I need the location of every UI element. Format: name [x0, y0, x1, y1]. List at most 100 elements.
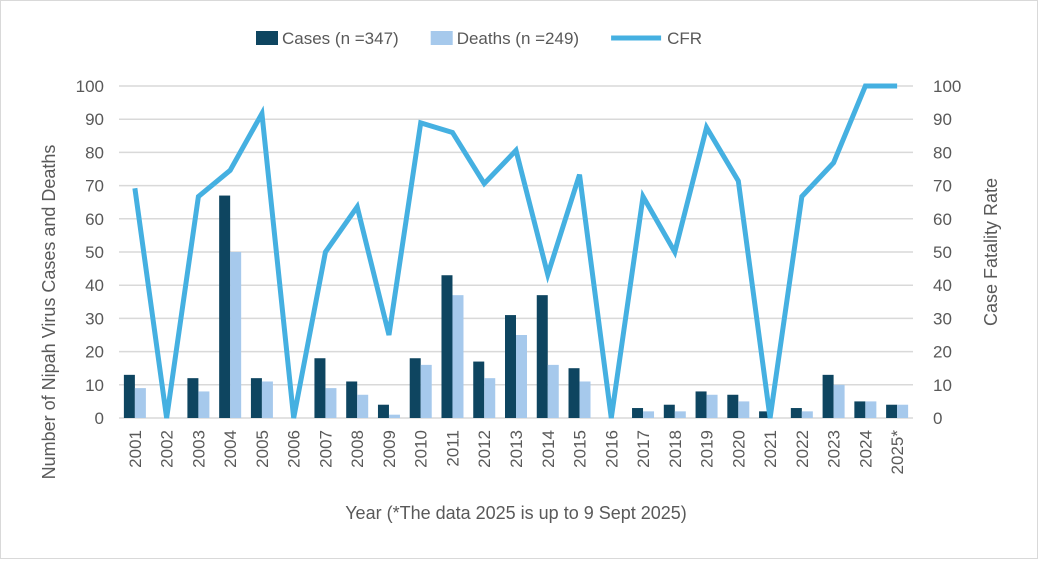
bar-cases	[187, 378, 199, 418]
x-tick-label: 2008	[348, 430, 367, 468]
legend-label: Deaths (n =249)	[457, 29, 579, 48]
x-tick-label: 2025*	[888, 430, 907, 475]
cfr-line	[132, 83, 898, 419]
y2-tick-label: 10	[933, 376, 952, 395]
bar-deaths	[516, 335, 527, 418]
bar-cases	[854, 401, 866, 418]
bar-deaths	[325, 388, 337, 418]
x-tick-label: 2003	[189, 430, 208, 468]
bar-cases	[473, 361, 485, 418]
x-tick-label: 2007	[316, 430, 335, 468]
bar-deaths	[547, 364, 559, 418]
y-tick-label: 0	[95, 409, 104, 428]
x-tick-label: 2002	[158, 430, 177, 468]
bar-cases	[822, 374, 834, 418]
y-tick-label: 90	[85, 110, 104, 129]
bar-cases	[695, 391, 707, 418]
bar-deaths	[706, 394, 718, 418]
legend-label: Cases (n =347)	[282, 29, 399, 48]
bar-deaths	[833, 384, 845, 418]
bar-deaths	[801, 411, 813, 418]
bar-deaths	[388, 414, 400, 418]
bar-cases	[346, 381, 358, 418]
y-tick-label: 60	[85, 210, 104, 229]
y2-tick-label: 100	[933, 77, 961, 96]
x-tick-label: 2005	[253, 430, 272, 468]
bar-deaths	[643, 411, 655, 418]
x-tick-label: 2006	[285, 430, 304, 468]
bar-cases	[886, 404, 898, 418]
y2-tick-label: 70	[933, 177, 952, 196]
y2-tick-label: 30	[933, 309, 952, 328]
bar-deaths	[738, 401, 750, 418]
x-tick-label: 2023	[825, 430, 844, 468]
y-tick-label: 20	[85, 343, 104, 362]
y2-tick-label: 50	[933, 243, 952, 262]
legend-swatch	[430, 31, 453, 45]
bar-deaths	[134, 388, 146, 418]
y2-axis-title: Case Fatality Rate	[981, 178, 1001, 326]
bar-deaths	[261, 381, 273, 418]
bar-deaths	[198, 391, 210, 418]
bar-deaths	[484, 378, 496, 418]
x-tick-label: 2014	[539, 430, 558, 468]
bar-cases	[727, 394, 739, 418]
y-tick-label: 30	[85, 309, 104, 328]
legend-label: CFR	[667, 29, 702, 48]
x-tick-label: 2017	[634, 430, 653, 468]
x-tick-label: 2024	[856, 430, 875, 468]
x-tick-label: 2011	[443, 430, 462, 467]
x-tick-label: 2010	[412, 430, 431, 468]
bar-cases	[505, 315, 516, 418]
bar-deaths	[865, 401, 877, 418]
x-tick-label: 2020	[729, 430, 748, 468]
y2-tick-label: 60	[933, 210, 952, 229]
bar-deaths	[420, 364, 432, 418]
x-tick-label: 2015	[571, 430, 590, 468]
bar-cases	[536, 295, 548, 418]
bar-deaths	[579, 381, 591, 418]
bar-deaths	[357, 394, 369, 418]
bar-cases	[632, 408, 644, 418]
bar-deaths	[230, 252, 242, 418]
y-tick-label: 80	[85, 143, 104, 162]
bar-cases	[409, 358, 421, 418]
y-axis-title: Number of Nipah Virus Cases and Deaths	[39, 145, 59, 480]
x-tick-label: 2021	[761, 430, 780, 468]
bar-cases	[377, 404, 389, 418]
x-tick-label: 2004	[221, 430, 240, 468]
bar-cases	[568, 368, 580, 418]
bar-cases	[790, 408, 802, 418]
x-tick-label: 2012	[475, 430, 494, 468]
bar-cases	[314, 358, 326, 418]
y2-tick-label: 80	[933, 143, 952, 162]
y2-tick-label: 20	[933, 343, 952, 362]
bar-cases	[250, 378, 262, 418]
bar-cases	[663, 404, 675, 418]
bar-cases	[219, 195, 231, 418]
y2-tick-label: 0	[933, 409, 942, 428]
x-tick-label: 2022	[793, 430, 812, 468]
y-tick-label: 70	[85, 177, 104, 196]
x-tick-label: 2009	[380, 430, 399, 468]
bar-cases	[441, 275, 453, 418]
legend-swatch	[256, 31, 278, 45]
y-tick-label: 10	[85, 376, 104, 395]
x-axis-title: Year (*The data 2025 is up to 9 Sept 202…	[345, 503, 687, 523]
bar-cases	[123, 374, 135, 418]
y-tick-label: 50	[85, 243, 104, 262]
y2-tick-label: 40	[933, 276, 952, 295]
x-tick-label: 2019	[698, 430, 717, 468]
y-tick-label: 100	[76, 77, 104, 96]
x-tick-label: 2018	[666, 430, 685, 468]
bar-deaths	[674, 411, 686, 418]
bar-deaths	[452, 295, 464, 418]
bar-cases	[759, 411, 771, 418]
x-tick-label: 2001	[126, 430, 145, 468]
y2-tick-label: 90	[933, 110, 952, 129]
y-tick-label: 40	[85, 276, 104, 295]
x-tick-label: 2013	[507, 430, 526, 468]
bar-deaths	[897, 404, 909, 418]
